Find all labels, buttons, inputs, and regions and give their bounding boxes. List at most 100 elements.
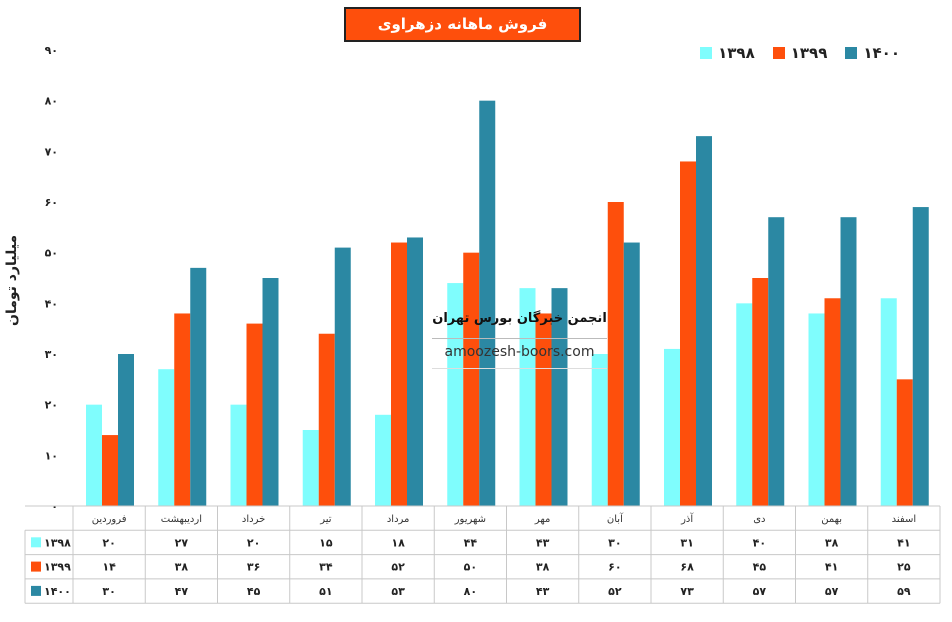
data-label: ۴۴	[464, 536, 478, 549]
bar	[591, 354, 608, 506]
data-label: ۳۰	[102, 585, 115, 598]
data-label: ۱۴	[102, 561, 116, 574]
data-label: ۴۱	[897, 536, 910, 549]
legend-item-1398: ۱۳۹۸	[700, 43, 755, 63]
y-tick-label: ۲۰	[45, 399, 58, 412]
data-label: ۴۳	[536, 536, 550, 549]
legend-label-1399: ۱۳۹۹	[790, 44, 828, 62]
category-label: شهریور	[454, 514, 486, 525]
data-label: ۳۸	[175, 561, 189, 574]
data-label: ۲۵	[897, 561, 911, 574]
legend-label-1400: ۱۴۰۰	[863, 44, 900, 62]
legend-swatch-1398	[700, 47, 713, 59]
data-label: ۳۶	[247, 561, 260, 574]
chart-legend: ۱۴۰۰ ۱۳۹۹ ۱۳۹۸	[690, 43, 900, 63]
data-label: ۴۵	[247, 585, 261, 598]
bar	[752, 278, 769, 506]
bar	[407, 237, 423, 506]
legend-label-1398: ۱۳۹۸	[718, 44, 755, 62]
data-label: ۵۰	[464, 561, 477, 574]
bar	[334, 247, 351, 506]
y-tick-label: ۱۰	[45, 449, 58, 462]
data-label: ۵۱	[319, 585, 332, 598]
data-label: ۵۲	[608, 585, 622, 598]
watermark-divider	[432, 338, 607, 339]
data-label: ۸۰	[464, 585, 477, 598]
table-legend-key	[31, 561, 41, 572]
data-label: ۲۰	[102, 536, 115, 549]
table-series-name: ۱۳۹۹	[44, 561, 71, 574]
data-label: ۳۸	[825, 536, 839, 549]
bar	[86, 404, 102, 506]
data-label: ۴۳	[536, 585, 550, 598]
category-label: اردیبهشت	[161, 514, 202, 525]
data-label: ۵۳	[391, 585, 405, 598]
bar	[736, 303, 753, 506]
bar	[375, 414, 391, 506]
data-label: ۵۹	[897, 585, 911, 598]
legend-item-1400: ۱۴۰۰	[845, 43, 900, 63]
y-tick-label: ۴۰	[45, 297, 58, 310]
y-tick-label: ۷۰	[45, 145, 58, 158]
data-label: ۲۰	[247, 536, 260, 549]
bar	[302, 430, 319, 506]
data-label: ۴۷	[175, 585, 189, 598]
category-label: تیر	[319, 514, 332, 525]
bar	[896, 379, 913, 506]
data-label: ۵۲	[391, 561, 405, 574]
bar	[912, 207, 929, 507]
category-label: خرداد	[242, 514, 265, 525]
category-label: بهمن	[821, 514, 842, 525]
bar	[607, 202, 624, 506]
table-series-name: ۱۳۹۸	[44, 536, 71, 549]
data-label: ۵۷	[753, 585, 767, 598]
category-label: دی	[753, 514, 765, 525]
y-axis-label: میلیارد تومان	[4, 234, 20, 326]
y-tick-label: ۸۰	[45, 95, 58, 108]
bar	[880, 298, 897, 506]
data-label: ۳۴	[319, 561, 333, 574]
bar	[102, 435, 118, 506]
bar	[391, 242, 407, 507]
data-label: ۱۵	[319, 536, 333, 549]
table-legend-key	[31, 585, 41, 596]
data-label: ۲۷	[175, 536, 189, 549]
data-label: ۶۸	[680, 561, 694, 574]
data-label: ۴۵	[753, 561, 767, 574]
watermark-url: amoozesh-boors.com	[444, 344, 595, 360]
bar	[824, 298, 841, 506]
bar	[479, 100, 496, 507]
data-label: ۶۰	[608, 561, 621, 574]
bar	[463, 252, 480, 506]
data-label: ۳۱	[680, 536, 693, 549]
y-tick-label: ۳۰	[45, 348, 58, 361]
table-series-name: ۱۴۰۰	[44, 585, 71, 598]
category-label: فروردین	[92, 514, 127, 525]
bar	[840, 217, 857, 506]
legend-swatch-1400	[845, 47, 858, 59]
table-legend-key	[31, 537, 41, 548]
data-label: ۴۱	[825, 561, 838, 574]
data-label: ۴۰	[753, 536, 766, 549]
watermark-title: انجمن خبرگان بورس تهران	[432, 311, 607, 326]
category-label: مهر	[534, 514, 550, 525]
data-label: ۱۸	[391, 536, 405, 549]
bar	[230, 404, 247, 506]
bar	[696, 136, 712, 506]
bar	[174, 313, 191, 506]
bar	[535, 313, 552, 506]
watermark-divider-bottom	[432, 368, 607, 369]
category-label: آذر	[680, 512, 694, 525]
bar	[158, 369, 175, 506]
bar	[118, 354, 134, 506]
category-label: اسفند	[892, 514, 916, 525]
data-label: ۳۸	[536, 561, 550, 574]
bar	[190, 267, 207, 506]
bar	[768, 217, 785, 506]
legend-item-1399: ۱۳۹۹	[772, 43, 828, 63]
bar	[551, 288, 568, 506]
y-tick-label: ۶۰	[45, 196, 58, 209]
data-label: ۳۰	[608, 536, 621, 549]
